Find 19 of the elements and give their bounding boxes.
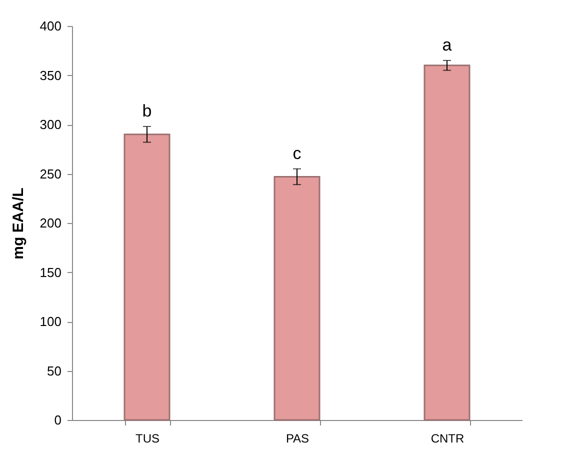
y-tick-label: 100 (40, 314, 62, 329)
x-tick-label: PAS (286, 432, 310, 446)
x-tick-label: TUS (136, 432, 160, 446)
annotation: c (292, 144, 302, 163)
y-tick-label: 300 (40, 117, 62, 132)
y-tick-label: 150 (40, 264, 62, 280)
bar (124, 134, 170, 421)
y-tick-label: 350 (40, 68, 62, 83)
y-tick-label: 0 (54, 412, 62, 428)
bar (274, 176, 320, 421)
y-tick-label: 400 (40, 18, 62, 34)
y-axis-title: mg EAA/L (10, 188, 27, 260)
y-tick-label: 250 (40, 166, 62, 182)
annotation: b (142, 101, 152, 120)
x-tick-label: CNTR (430, 432, 464, 446)
y-tick-label: 50 (47, 363, 62, 378)
y-tick-label: 200 (40, 216, 62, 230)
annotation: a (442, 35, 452, 54)
bar (424, 64, 470, 421)
